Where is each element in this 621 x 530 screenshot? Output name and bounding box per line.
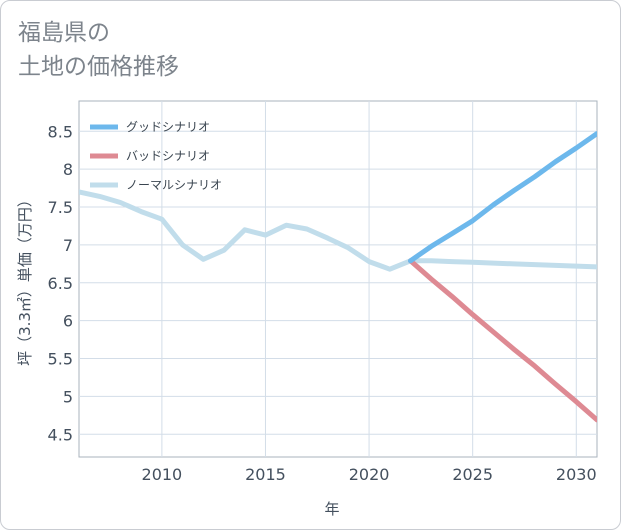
normal-scenario-line: [79, 189, 597, 272]
legend-item-bad-label: バッドシナリオ: [126, 149, 210, 163]
x-tick-label: 2025: [452, 465, 493, 484]
x-tick-label: 2030: [556, 465, 597, 484]
plot-area: [78, 100, 598, 458]
y-tick-label: 7.5: [48, 198, 73, 217]
y-axis-label: 坪（3.3㎡）単価（万円）: [16, 192, 34, 366]
bad-scenario-line: [408, 258, 597, 423]
y-tick-label: 5: [63, 387, 73, 406]
y-tick-label: 6.5: [48, 274, 73, 293]
legend-item-good-label: グッドシナリオ: [126, 120, 210, 134]
x-axis-label: 年: [324, 500, 339, 518]
axis-ticks: 2010 2015 2020 2025 2030 4.5 5 5.5 6 6.5 7 7.5 8 8.5: [48, 122, 597, 484]
chart-title-line-2: 土地の価格推移: [18, 54, 179, 80]
y-tick-label: 7: [63, 236, 73, 255]
y-tick-label: 8.5: [48, 122, 73, 141]
x-tick-label: 2015: [245, 465, 286, 484]
x-tick-label: 2020: [349, 465, 390, 484]
y-tick-label: 8: [63, 160, 73, 179]
y-tick-label: 6: [63, 312, 73, 331]
x-tick-label: 2010: [142, 465, 183, 484]
series-lines: [79, 131, 597, 423]
chart-title: 福島県の 土地の価格推移: [18, 16, 179, 84]
good-scenario-line: [408, 131, 597, 264]
y-tick-label: 4.5: [48, 425, 73, 444]
grid: [79, 101, 597, 457]
y-tick-label: 5.5: [48, 350, 73, 369]
legend-item-normal-label: ノーマルシナリオ: [126, 178, 222, 192]
chart-title-line-1: 福島県の: [18, 20, 110, 46]
